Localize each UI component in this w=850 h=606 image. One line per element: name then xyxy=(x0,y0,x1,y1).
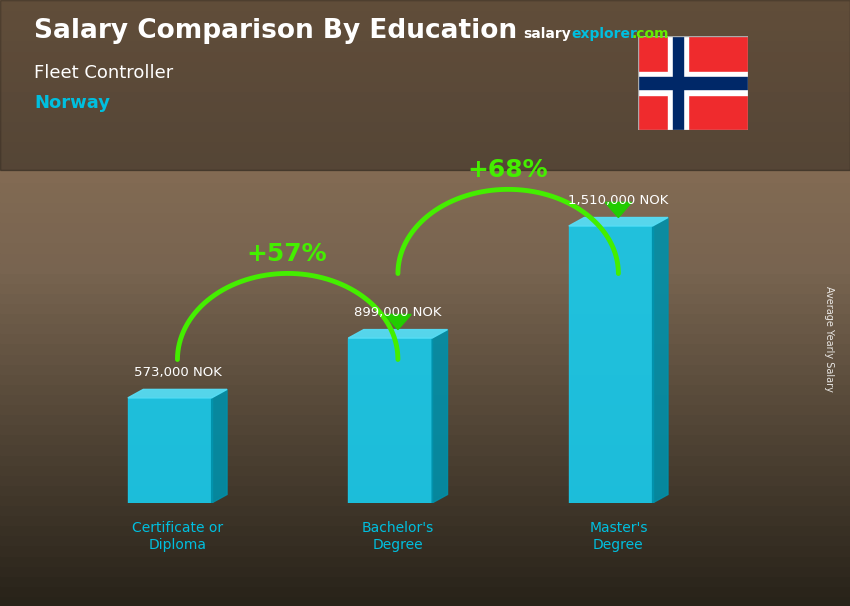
Bar xyxy=(128,398,212,503)
Text: 1,510,000 NOK: 1,510,000 NOK xyxy=(568,195,669,207)
Bar xyxy=(0,171,850,182)
Bar xyxy=(0,515,850,525)
Bar xyxy=(0,283,850,293)
Bar xyxy=(0,394,850,404)
Bar xyxy=(0,41,850,50)
Text: Bachelor's
Degree: Bachelor's Degree xyxy=(362,521,434,551)
Text: 573,000 NOK: 573,000 NOK xyxy=(133,366,221,379)
Polygon shape xyxy=(432,330,447,503)
Text: Salary Comparison By Education: Salary Comparison By Education xyxy=(34,18,517,44)
Bar xyxy=(0,20,850,30)
Bar xyxy=(0,303,850,313)
Bar xyxy=(0,0,850,170)
Bar xyxy=(0,313,850,323)
Bar xyxy=(0,404,850,414)
Bar xyxy=(0,414,850,424)
Bar xyxy=(0,364,850,374)
Bar xyxy=(0,474,850,485)
Bar xyxy=(0,162,850,171)
Text: Certificate or
Diploma: Certificate or Diploma xyxy=(132,521,223,551)
Polygon shape xyxy=(569,218,668,226)
Bar xyxy=(0,152,850,162)
Polygon shape xyxy=(653,218,668,503)
Bar xyxy=(0,556,850,565)
Bar xyxy=(0,586,850,596)
Text: Master's
Degree: Master's Degree xyxy=(589,521,648,551)
Polygon shape xyxy=(385,315,411,330)
Bar xyxy=(0,232,850,242)
Bar xyxy=(0,435,850,444)
Bar xyxy=(0,444,850,454)
Bar xyxy=(0,323,850,333)
Bar xyxy=(0,465,850,474)
Bar xyxy=(0,30,850,41)
Bar xyxy=(0,384,850,394)
Bar xyxy=(0,10,850,20)
Bar xyxy=(0,121,850,132)
Bar xyxy=(0,535,850,545)
Bar xyxy=(0,424,850,435)
Bar xyxy=(0,576,850,586)
Bar xyxy=(0,101,850,111)
Text: Average Yearly Salary: Average Yearly Salary xyxy=(824,287,834,392)
Bar xyxy=(0,202,850,212)
Text: Norway: Norway xyxy=(34,94,110,112)
Bar xyxy=(0,495,850,505)
Bar xyxy=(0,111,850,121)
Bar xyxy=(0,212,850,222)
Bar xyxy=(0,293,850,303)
Text: +57%: +57% xyxy=(246,242,327,266)
Bar xyxy=(569,226,653,503)
Bar xyxy=(0,374,850,384)
Bar xyxy=(0,222,850,232)
Text: explorer: explorer xyxy=(571,27,638,41)
Bar xyxy=(0,333,850,344)
Polygon shape xyxy=(212,390,227,503)
Bar xyxy=(0,61,850,71)
Bar xyxy=(0,505,850,515)
Text: .com: .com xyxy=(632,27,669,41)
Bar xyxy=(0,132,850,141)
Bar xyxy=(0,545,850,556)
Bar xyxy=(0,454,850,465)
Polygon shape xyxy=(128,390,227,398)
Bar xyxy=(0,273,850,283)
Bar xyxy=(348,338,432,503)
Bar xyxy=(638,78,748,89)
Bar xyxy=(0,242,850,253)
Polygon shape xyxy=(348,330,447,338)
Bar xyxy=(0,141,850,152)
Bar xyxy=(0,262,850,273)
Bar xyxy=(0,344,850,353)
Text: Fleet Controller: Fleet Controller xyxy=(34,64,173,82)
Bar xyxy=(0,182,850,192)
Bar xyxy=(0,81,850,91)
Bar xyxy=(0,525,850,535)
Bar xyxy=(0,596,850,606)
Bar xyxy=(0,192,850,202)
Text: +68%: +68% xyxy=(467,158,547,182)
Bar xyxy=(0,0,850,10)
Bar xyxy=(667,36,688,130)
Bar xyxy=(0,50,850,61)
Bar xyxy=(0,565,850,576)
Polygon shape xyxy=(605,202,632,218)
Bar xyxy=(0,485,850,495)
Bar xyxy=(672,36,683,130)
Bar xyxy=(638,72,748,95)
Bar xyxy=(0,71,850,81)
Text: salary: salary xyxy=(523,27,570,41)
Bar xyxy=(0,353,850,364)
Bar xyxy=(0,91,850,101)
Text: 899,000 NOK: 899,000 NOK xyxy=(354,307,442,319)
Bar xyxy=(0,253,850,262)
